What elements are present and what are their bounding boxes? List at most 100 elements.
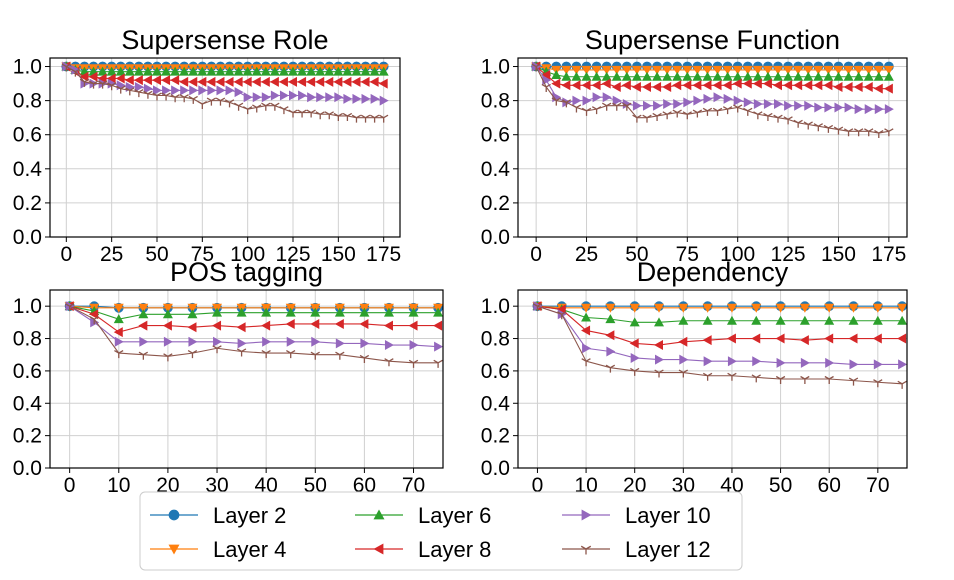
data-point <box>297 76 307 87</box>
data-point <box>611 65 622 75</box>
data-point <box>197 100 208 110</box>
x-tick-label: 175 <box>366 243 401 266</box>
data-point <box>236 307 247 317</box>
data-point <box>260 76 270 87</box>
data-point <box>285 318 295 329</box>
data-point <box>242 106 253 115</box>
data-point <box>843 128 854 137</box>
data-point <box>601 78 611 89</box>
data-point <box>384 340 394 351</box>
data-point <box>726 303 737 313</box>
y-tick-label: 0.8 <box>13 328 42 351</box>
data-point <box>702 315 713 325</box>
data-point <box>652 71 663 81</box>
data-point <box>692 109 703 118</box>
series-line-layer-4 <box>537 305 903 309</box>
legend-entry-layer-4: Layer 4 <box>150 537 286 562</box>
data-point <box>288 66 299 76</box>
data-point <box>799 335 809 346</box>
data-point <box>532 303 543 312</box>
data-point <box>803 65 814 75</box>
data-point <box>61 63 71 72</box>
x-tick-label: 50 <box>769 474 792 497</box>
data-point <box>733 104 743 113</box>
data-point <box>133 66 144 76</box>
data-point <box>234 87 244 98</box>
data-point <box>631 71 642 81</box>
data-point <box>662 71 673 81</box>
data-point <box>601 65 612 75</box>
data-point <box>773 80 783 91</box>
data-point <box>581 71 592 81</box>
data-point <box>605 303 616 313</box>
data-point <box>138 320 148 331</box>
data-point <box>723 93 733 104</box>
data-point <box>848 315 859 325</box>
data-point <box>315 76 325 87</box>
data-point <box>751 374 761 383</box>
y-tick-label: 1.0 <box>481 295 510 318</box>
data-point <box>236 348 247 357</box>
y-tick-label: 0.8 <box>481 90 510 113</box>
data-point <box>874 104 884 115</box>
data-point <box>611 71 622 81</box>
data-point <box>897 303 908 313</box>
data-point <box>897 315 908 325</box>
data-point <box>236 322 246 333</box>
data-point <box>179 66 190 76</box>
data-point <box>113 314 124 324</box>
data-point <box>79 71 89 82</box>
data-point <box>630 367 640 376</box>
subplot-pos-tagging: 0 10 20 30 40 50 60 70 0.0 0.2 0.4 0.6 0.8 1.0 POS tag… <box>13 257 444 497</box>
data-point <box>642 114 652 123</box>
data-point <box>572 95 582 106</box>
data-point <box>114 336 124 347</box>
y-tick-label: 0.4 <box>13 392 43 415</box>
data-point <box>180 85 190 96</box>
data-point <box>673 99 683 110</box>
data-point <box>751 333 761 344</box>
data-point <box>561 99 572 108</box>
data-point <box>833 65 844 75</box>
data-point <box>824 375 834 384</box>
data-point <box>682 65 693 75</box>
data-point <box>79 78 90 87</box>
data-point <box>224 99 235 108</box>
data-point <box>310 351 320 360</box>
data-point <box>151 66 162 76</box>
x-tick-label: 60 <box>818 474 841 497</box>
data-point <box>261 307 272 317</box>
data-point <box>848 303 859 313</box>
y-tick-label: 0.6 <box>481 360 510 383</box>
x-tick-label: 25 <box>575 243 598 266</box>
legend-marker <box>168 509 180 521</box>
data-point <box>124 66 135 76</box>
x-tick-label: 30 <box>205 474 228 497</box>
data-point <box>342 66 353 76</box>
x-tick-label: 70 <box>866 474 889 497</box>
data-point <box>352 93 362 104</box>
data-point <box>743 107 753 116</box>
data-point <box>713 92 723 103</box>
legend-label: Layer 8 <box>418 537 491 562</box>
data-point <box>198 85 208 96</box>
data-point <box>874 129 884 139</box>
data-point <box>242 76 252 87</box>
data-point <box>89 316 99 325</box>
data-point <box>334 92 344 103</box>
y-tick-label: 0.2 <box>481 192 510 215</box>
y-tick-label: 0.8 <box>13 90 42 113</box>
series-line-layer-12 <box>535 66 889 134</box>
x-tick-label: 20 <box>623 474 646 497</box>
data-point <box>654 369 664 378</box>
data-point <box>653 100 663 111</box>
data-point <box>872 303 883 313</box>
data-point <box>360 66 371 76</box>
data-point <box>592 92 602 103</box>
data-point <box>335 338 345 349</box>
data-point <box>142 66 153 76</box>
x-tick-label: 0 <box>60 243 72 266</box>
data-point <box>571 71 582 81</box>
data-point <box>873 71 884 81</box>
data-point <box>343 93 353 104</box>
